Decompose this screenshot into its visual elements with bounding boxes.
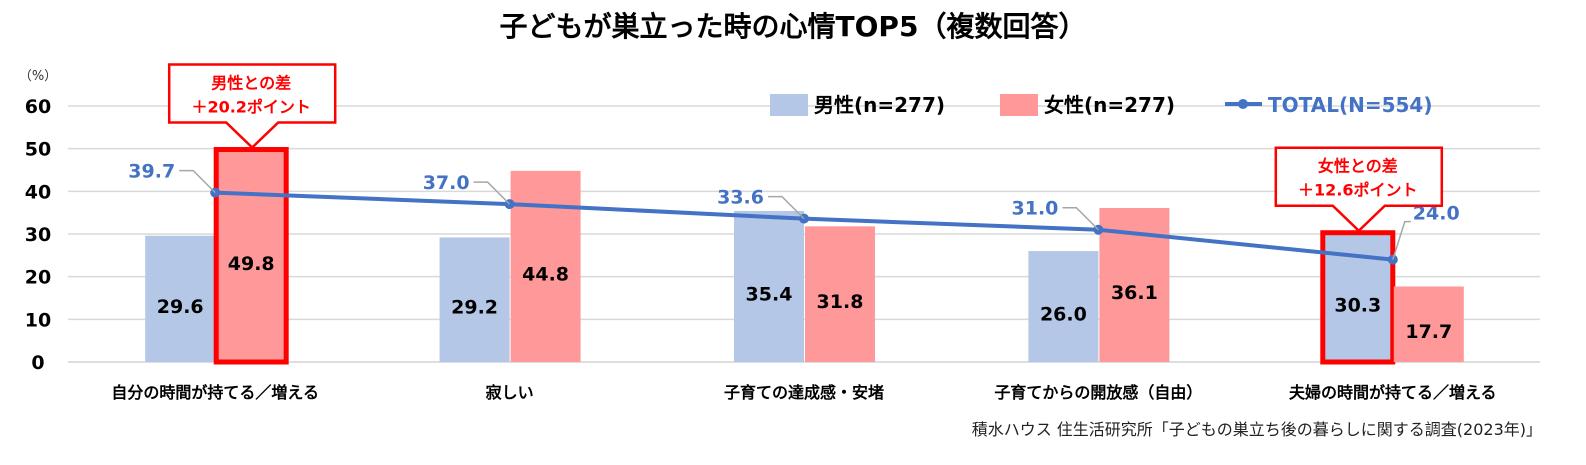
bar-male: [145, 235, 216, 362]
category-label: 子育ての達成感・安堵: [724, 383, 884, 402]
y-tick-label: 30: [25, 224, 51, 246]
bar-value-label: 35.4: [746, 283, 793, 305]
bar-value-label: 29.2: [451, 297, 498, 319]
total-value-label: 37.0: [423, 172, 470, 194]
bar-female: [510, 170, 581, 362]
leader-line: [1062, 206, 1099, 231]
bar-female: [805, 226, 875, 362]
total-value-label: 24.0: [1413, 203, 1460, 225]
callout-line2: ＋20.2ポイント: [191, 98, 310, 117]
category-label: 子育てからの開放感（自由）: [994, 383, 1202, 402]
legend-line-marker: [1238, 99, 1248, 109]
y-tick-label: 20: [25, 267, 51, 289]
total-value-label: 33.6: [717, 187, 764, 209]
y-tick-label: 10: [25, 309, 51, 331]
category-label: 自分の時間が持てる／増える: [111, 383, 319, 402]
bar-female: [213, 147, 289, 365]
legend-label: 男性(n=277): [814, 93, 945, 117]
legend-label: 女性(n=277): [1044, 93, 1175, 117]
bar-value-label: 31.8: [817, 291, 864, 313]
total-line: [215, 190, 1394, 262]
leader-line: [473, 181, 511, 205]
category-label: 寂しい: [486, 383, 534, 402]
bar-male: [439, 237, 510, 362]
chart-title: 子どもが巣立った時の心情TOP5（複数回答）: [500, 10, 1087, 43]
bar-value-label: 44.8: [522, 263, 569, 285]
callout-line1: 男性との差: [211, 74, 291, 93]
bar-male: [1028, 251, 1099, 362]
bar-value-label: 36.1: [1111, 282, 1158, 304]
bar-male: [734, 210, 804, 362]
bar-value-label: 49.8: [228, 253, 275, 275]
y-tick-label: 40: [25, 181, 51, 203]
unit-label: （%）: [19, 69, 57, 84]
y-tick-label: 60: [25, 96, 51, 118]
y-tick-label: 50: [25, 139, 51, 161]
legend-swatch: [1000, 94, 1038, 116]
callout-box: [1274, 146, 1444, 233]
bar-value-label: 26.0: [1040, 304, 1087, 326]
bar-value-label: 17.7: [1405, 321, 1452, 343]
bar-female: [1393, 286, 1464, 362]
callout-line2: ＋12.6ポイント: [1298, 181, 1417, 200]
y-tick-label: 0: [31, 352, 44, 374]
source-note: 積水ハウス 住生活研究所「子どもの巣立ち後の暮らしに関する調査(2023年)」: [972, 420, 1542, 439]
total-value-label: 39.7: [128, 161, 175, 183]
leader-line: [179, 169, 216, 194]
legend-label: TOTAL(N=554): [1268, 93, 1432, 117]
callout-line1: 女性との差: [1318, 157, 1398, 176]
legend-swatch: [770, 94, 808, 116]
bar-value-label: 29.6: [157, 296, 204, 318]
category-label: 夫婦の時間が持てる／増える: [1289, 383, 1497, 402]
total-value-label: 31.0: [1012, 198, 1059, 220]
bar-value-label: 30.3: [1334, 294, 1381, 316]
leader-line: [768, 195, 805, 220]
callout-box: [167, 63, 337, 150]
leader-line: [1392, 220, 1411, 260]
